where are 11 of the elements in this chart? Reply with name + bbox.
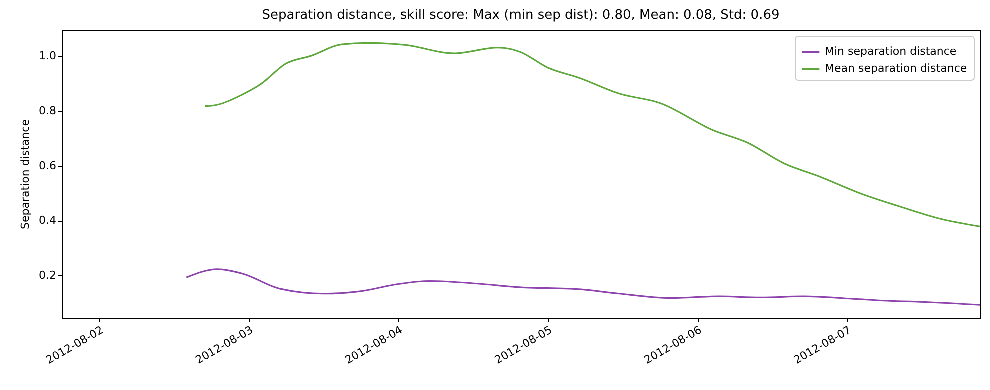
line-series (204, 42, 981, 228)
legend-label: Min separation distance (825, 45, 957, 58)
legend-label: Mean separation distance (825, 62, 968, 75)
y-tick-label: 0.8 (39, 104, 56, 118)
chart-title: Separation distance, skill score: Max (min sep dist): 0.80, Mean: 0.08, Std: 0.69 (262, 8, 780, 23)
y-axis-title: Separation distance (19, 119, 32, 230)
y-tick-label: 0.2 (39, 268, 56, 282)
y-tick-label: 0.6 (39, 159, 56, 172)
line-series (186, 268, 981, 306)
y-tick-label: 1.0 (39, 50, 56, 63)
y-tick-label: 0.4 (39, 214, 56, 228)
